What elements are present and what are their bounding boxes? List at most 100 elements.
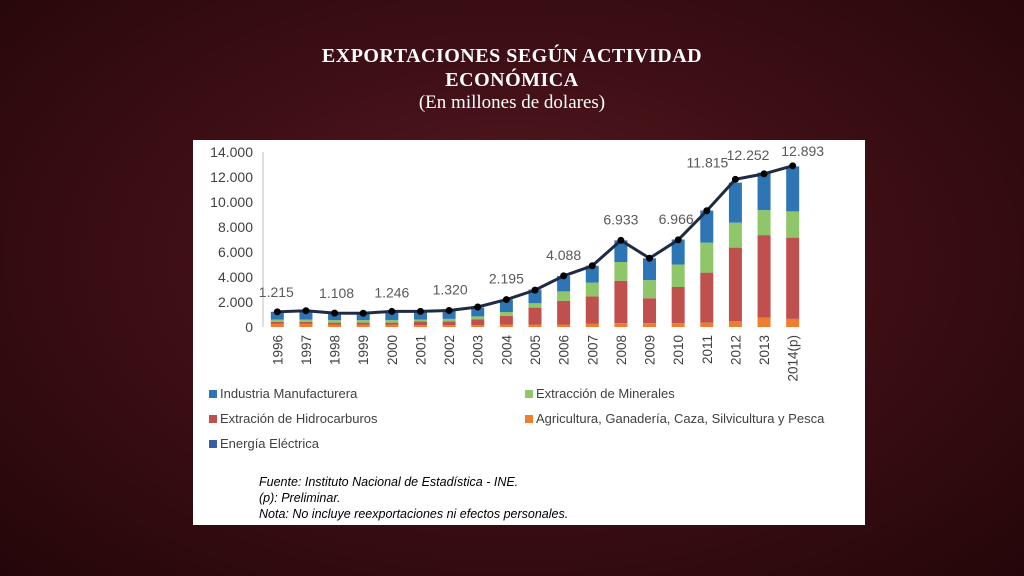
y-tick-label: 8.000 [218,219,253,235]
bar-agricultura [385,324,399,327]
exports-chart: 0 2.000 4.000 6.000 8.000 10.000 12.000 14.000 1… [210,143,824,382]
total-point [474,303,482,311]
x-tick-label: 2002 [442,335,457,365]
x-tick-label: 2009 [643,335,658,365]
legend-swatch-hidrocarburos [209,414,217,423]
bar-hidrocarburos [328,322,342,325]
bar-industria [643,258,657,281]
chart-panel: 0 2.000 4.000 6.000 8.000 10.000 12.000 14.000 1… [193,140,865,525]
bar-agricultura [671,323,685,327]
total-data-label: 11.815 [687,154,729,170]
bar-industria [328,313,342,321]
x-tick-label: 1999 [356,335,371,365]
x-tick-label: 2006 [557,335,572,365]
bar-minerales [643,280,657,299]
bar-minerales [585,282,599,297]
bar-industria [299,312,313,320]
bar-agricultura [700,322,714,327]
legend-label-minerales: Extracción de Minerales [536,386,675,401]
bar-hidrocarburos [728,247,742,322]
bar-industria [585,266,599,283]
total-point [646,254,654,262]
total-point [502,296,510,304]
bar-hidrocarburos [786,237,800,319]
bar-minerales [471,316,485,320]
total-point [560,272,568,280]
x-tick-label: 2004 [499,335,514,366]
x-tick-label: 2010 [671,335,686,365]
total-data-label: 1.215 [259,284,294,300]
x-tick-label: 2011 [700,335,715,364]
title-line-2: ECONÓMICA [445,69,579,91]
legend-hidrocarburos: Extración de Hidrocarburos [209,411,378,426]
x-tick-label: 2014(p) [786,335,801,382]
bar-industria [385,312,399,321]
total-point [273,308,281,316]
slide-title: EXPORTACIONES SEGÚN ACTIVIDAD ECONÓMICA [0,44,1024,92]
bar-minerales [270,319,284,322]
bar-minerales [528,303,542,308]
slide-subtitle: (En millones de dolares) [418,92,606,113]
bar-minerales [385,320,399,323]
bar-industria [614,240,628,262]
bar-agricultura [528,324,542,327]
x-tick-label: 2000 [385,335,400,365]
bar-industria [728,182,742,223]
y-tick-label: 4.000 [218,269,253,285]
bar-hidrocarburos [385,322,399,325]
bar-agricultura [786,318,800,327]
total-point [388,307,396,315]
total-point [331,309,339,317]
bar-hidrocarburos [471,319,485,326]
bar-minerales [614,262,628,281]
total-data-label: 1.246 [374,284,409,300]
y-tick-label: 2.000 [218,294,253,310]
bar-industria [757,172,771,211]
total-point [416,307,424,315]
x-tick-label: 1998 [328,335,343,365]
total-point [789,162,797,170]
total-data-label: 1.320 [433,282,468,298]
bar-agricultura [471,325,485,327]
y-tick-label: 0 [245,319,253,335]
bar-hidrocarburos [499,315,513,325]
bar-minerales [700,242,714,273]
y-tick-label: 12.000 [210,169,253,185]
bar-hidrocarburos [356,322,370,325]
bar-minerales [786,211,800,238]
bar-agricultura [442,325,456,327]
total-data-label: 12.252 [727,147,770,163]
y-tick-label: 10.000 [210,194,253,210]
bar-hidrocarburos [413,321,427,326]
total-data-label: 1.108 [319,285,354,301]
legend-minerales: Extracción de Minerales [525,386,675,401]
bar-hidrocarburos [614,280,628,324]
preliminary-note: (p): Preliminar. [259,491,341,505]
bar-minerales [728,222,742,248]
total-point [674,236,682,244]
y-tick-label: 6.000 [218,244,253,260]
legend-label-industria: Industria Manufacturera [220,386,358,401]
bar-industria [557,276,571,292]
bar-minerales [671,264,685,287]
bar-hidrocarburos [442,321,456,326]
total-point [588,262,596,270]
bar-hidrocarburos [643,298,657,324]
legend-swatch-agricultura [525,414,533,423]
bar-minerales [442,318,456,322]
bar-agricultura [643,323,657,327]
x-tick-label: 2013 [757,335,772,365]
bar-minerales [413,319,427,322]
legend-swatch-industria [209,389,217,398]
bar-industria [786,166,800,212]
legend-label-energia: Energía Eléctrica [220,436,319,451]
x-tick-label: 1997 [299,335,314,365]
bar-agricultura [557,324,571,327]
bar-agricultura [757,317,771,327]
exclusion-note: Nota: No incluye reexportaciones ni efec… [259,507,569,521]
legend-agricultura: Agricultura, Ganadería, Caza, Silvicultu… [525,411,824,426]
total-point [445,307,453,314]
bar-agricultura [413,325,427,327]
bar-hidrocarburos [700,272,714,323]
bar-industria [270,312,284,320]
